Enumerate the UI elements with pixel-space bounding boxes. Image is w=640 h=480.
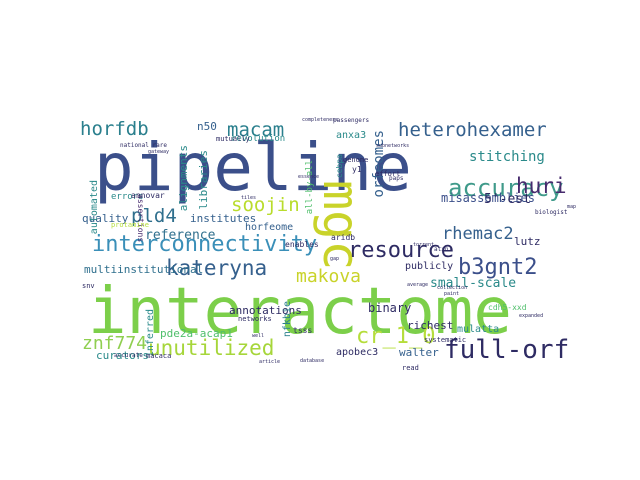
word-gateway: gateway xyxy=(148,149,170,155)
word-b3gnt2: b3gnt2 xyxy=(458,255,538,280)
word-biologist: biologist xyxy=(535,209,568,216)
word-binary: binary xyxy=(368,301,412,315)
word-read: read xyxy=(402,364,419,372)
word-horfdb: horfdb xyxy=(80,118,149,140)
word-tiles: tiles xyxy=(241,195,257,201)
word-quality: quality xyxy=(82,212,129,225)
word-mutually: mutually xyxy=(216,135,250,143)
word-reference: reference xyxy=(145,228,216,243)
word-orfeomes: orfeomes xyxy=(371,130,387,198)
word-paint: paint xyxy=(444,291,460,297)
word-macaca: macaca xyxy=(146,352,172,360)
word-revolution: revolution xyxy=(231,134,286,144)
word-annotations: annotations xyxy=(229,304,302,317)
word-map: map xyxy=(567,204,577,210)
word-subnetworks: subnetworks xyxy=(376,143,410,149)
word-misassemblies: misassemblies xyxy=(441,191,535,205)
word-lutz: lutz xyxy=(514,235,541,248)
word-collection: collection xyxy=(437,285,468,291)
word-full-orf: full-orf xyxy=(444,335,570,365)
word-pipeline: pipeline xyxy=(94,129,412,206)
word-nfkbie: nfkbie xyxy=(282,301,293,338)
word-y1: y1 xyxy=(352,165,362,174)
word-paps: paps xyxy=(389,175,404,182)
word-publicly: publicly xyxy=(405,261,454,272)
word-znf774: znf774 xyxy=(82,333,148,354)
word-institutes: institutes xyxy=(190,212,257,225)
word-article: article xyxy=(259,359,281,365)
word-cdh5-xxd: cdh5-xxd xyxy=(488,303,527,312)
word-small-scale: small-scale xyxy=(430,276,517,291)
word-richest: richest xyxy=(407,319,454,332)
word-passengers: passengers xyxy=(333,117,370,124)
word-libraries: libraries xyxy=(197,150,210,210)
word-all-by-all: all-by-all xyxy=(305,160,315,215)
word-expanded: expanded xyxy=(519,313,544,319)
word-genome: genome xyxy=(343,156,369,164)
word-5-est: 5'-est xyxy=(484,192,531,207)
word-alignments: alignments xyxy=(177,145,190,212)
word-pde2a-acap1: pde2a-acap1 xyxy=(160,327,233,340)
word-snv: snv xyxy=(82,282,95,290)
word-walter: walter xyxy=(399,346,439,359)
word-assertions: assertions xyxy=(136,194,145,243)
word-automated: automated xyxy=(89,180,100,235)
word-interconnectivity: interconnectivity xyxy=(92,232,318,257)
word-curators: curators xyxy=(96,349,149,362)
word-aridb: aridb xyxy=(331,233,356,242)
word-gap: gap xyxy=(330,256,340,262)
word-national-rare: national rare xyxy=(120,142,167,149)
word-errors: errors xyxy=(111,192,144,202)
word-unutilized: unutilized xyxy=(148,336,275,360)
word-torrent: torrent xyxy=(413,242,435,248)
word-mulatta: mulatta xyxy=(457,324,500,335)
word-soojin: soojin xyxy=(231,194,300,216)
word-cr-1-0: cr_1_0 xyxy=(356,324,436,349)
word-annovar: annovar xyxy=(131,191,165,200)
word-networks: networks xyxy=(238,315,272,323)
word-apobec3: apobec3 xyxy=(336,347,379,358)
word-accurate: accurate xyxy=(114,352,143,359)
word-well: well xyxy=(252,333,265,339)
word-essence: essence xyxy=(298,174,320,180)
word-huri: huri xyxy=(516,174,567,198)
word-makova: makova xyxy=(296,266,362,287)
word-protamine: protamine xyxy=(111,221,149,229)
word-enables: enables xyxy=(285,240,319,249)
word-anxa3: anxa3 xyxy=(336,130,367,141)
word-multiinstitutional: multiinstitutional xyxy=(84,263,204,276)
word-completeness: completeness xyxy=(302,117,339,123)
word-macam: macam xyxy=(227,119,285,141)
word-atxn1: atxn1 xyxy=(434,246,453,253)
word-heterohexamer: heterohexamer xyxy=(398,119,547,141)
word-pld4: pld4 xyxy=(131,205,177,227)
word-n50: n50 xyxy=(197,120,217,133)
word-effort: effort xyxy=(375,170,401,178)
word-tsss: tsss xyxy=(293,326,313,335)
word-interactome: interactome xyxy=(88,275,512,349)
word-resource: resource xyxy=(348,238,454,263)
word-database: database xyxy=(300,358,325,364)
word-systematic: systematic xyxy=(424,336,467,344)
word-kateryna: kateryna xyxy=(166,256,268,280)
word-horfeome: horfeome xyxy=(245,222,294,233)
word-stitching: stitching xyxy=(469,149,545,165)
word-accuracy: accuracy xyxy=(448,174,564,202)
word-average: average xyxy=(407,282,429,288)
word-mgc: mgc xyxy=(312,180,370,271)
word-rhemac2: rhemac2 xyxy=(442,224,514,244)
word-inferred: inferred xyxy=(145,309,156,358)
